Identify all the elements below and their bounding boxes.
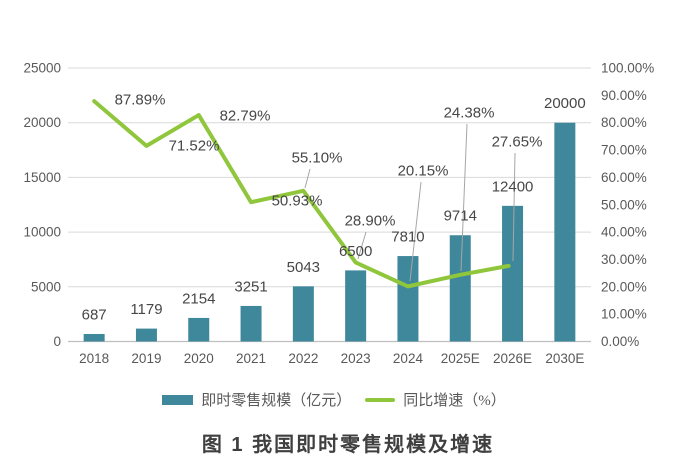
x-axis-category-label: 2021 [236,351,266,366]
data-labels: 687 1179 2154 3251 5043 6500 7810 9714 12400 2000… [82,92,586,324]
leader-line [304,168,311,189]
right-axis-tick-label: 70.00% [601,143,647,158]
bar-2023 [345,270,367,342]
growth-value-label: 55.10% [292,150,343,167]
x-axis-category-label: 2022 [288,351,318,366]
figure-caption: 图 1 我国即时零售规模及增速 [201,434,495,456]
bar-2020 [188,317,210,342]
bar-2026E [502,205,524,342]
bar-value-label: 687 [82,306,107,323]
x-axis-category-label: 2026E [493,351,532,366]
x-axis-category-label: 2024 [393,351,424,366]
bar-2024 [397,256,419,342]
growth-value-label: 20.15% [398,163,449,180]
growth-value-label: 28.90% [345,213,396,230]
growth-value-label: 87.89% [115,92,166,109]
right-axis-tick-label: 40.00% [601,225,647,240]
bar-2019 [135,328,157,342]
bar-2021 [240,305,262,342]
x-axis-category-label: 2020 [184,351,214,366]
leader-line [357,231,367,260]
right-axis-tick-label: 80.00% [601,115,647,130]
left-axis-tick-label: 15000 [23,170,61,185]
right-axis-tick-label: 100.00% [601,61,654,76]
bar-series-swatch [162,394,194,405]
growth-value-label: 27.65% [492,134,543,151]
bar-value-label: 1179 [130,301,162,318]
x-axis-category-label: 2019 [131,351,161,366]
bar-value-label: 9714 [444,208,477,225]
growth-value-label: 82.79% [220,108,271,125]
axis-tick-labels: 0 5000 10000 15000 20000 25000 0.00% 10.00% 20.0… [23,61,654,367]
right-axis-tick-label: 50.00% [601,197,647,212]
bar-value-label: 6500 [339,243,372,260]
bar-value-label: 7810 [391,229,424,246]
left-axis-tick-label: 0 [53,334,61,349]
right-axis-tick-label: 30.00% [601,252,647,267]
line-series-swatch [365,397,396,402]
growth-value-label: 50.93% [272,193,323,210]
right-axis-tick-label: 20.00% [601,279,647,294]
right-axis-tick-label: 0.00% [601,334,639,349]
right-axis-tick-label: 10.00% [601,307,647,322]
x-axis-category-label: 2030E [545,351,584,366]
legend: 即时零售规模（亿元） 同比增速（%） [0,389,682,410]
x-axis-category-label: 2025E [441,351,480,366]
leader-line [409,181,422,282]
bar-value-label: 5043 [287,259,320,276]
x-axis-category-label: 2023 [341,351,371,366]
bar-2018 [83,333,105,342]
growth-value-label: 24.38% [444,105,495,122]
bar-2022 [292,286,314,342]
bar-value-label: 20000 [544,95,586,112]
bar-series-label: 即时零售规模（亿元） [201,393,352,409]
line-series-label: 同比增速（%） [403,393,506,409]
left-axis-tick-label: 5000 [31,279,61,294]
x-axis-category-label: 2018 [79,351,109,366]
bar-series [83,122,576,342]
left-axis-tick-label: 10000 [23,225,61,240]
left-axis-tick-label: 20000 [23,115,61,130]
left-axis-tick-label: 25000 [23,61,61,76]
bar-2025E [449,235,471,342]
right-axis-tick-label: 60.00% [601,170,647,185]
growth-value-label: 71.52% [169,138,220,155]
line-series [92,99,511,289]
right-axis-tick-label: 90.00% [601,88,647,103]
legend-item-line: 同比增速（%） [365,389,506,410]
legend-item-bar: 即时零售规模（亿元） [162,389,351,410]
bar-2030E [554,122,576,342]
leader-lines [304,123,516,282]
bar-value-label: 2154 [182,290,215,307]
leader-line [512,152,516,262]
growth-rate-line [92,99,511,289]
bar-value-label: 12400 [492,178,534,195]
bar-value-label: 3251 [234,278,267,295]
leader-line [460,123,468,272]
